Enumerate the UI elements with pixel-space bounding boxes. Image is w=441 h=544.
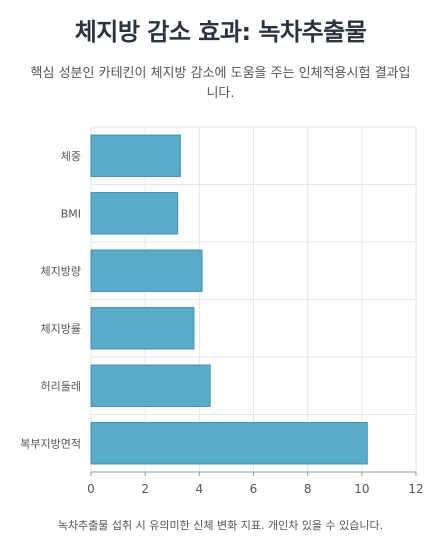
bar [90,134,181,177]
bar [90,422,368,465]
chart-title: 체지방 감소 효과: 녹차추출물 [74,18,367,46]
x-tick-label: 6 [250,482,258,496]
y-tick-label: 허리둘레 [41,380,81,393]
bar [90,192,179,235]
y-tick-label: 체지방량 [41,265,81,278]
y-tick-label: 체중 [61,150,81,163]
bar [90,364,211,407]
bar [90,249,203,292]
x-tick-label: 4 [196,482,204,496]
x-tick-label: 10 [354,482,369,496]
bar [90,307,195,350]
chart-subtitle: 핵심 성분인 카테킨이 체지방 감소에 도움을 주는 인체적용시험 결과입니다. [30,66,411,101]
x-tick-label: 2 [141,482,149,496]
y-tick-label: 복부지방면적 [20,437,81,450]
x-tick-label: 0 [87,482,95,496]
y-tick-label: BMI [61,207,81,220]
x-tick-label: 12 [408,482,423,496]
x-tick-label: 8 [304,482,312,496]
y-tick-label: 체지방률 [41,322,81,335]
chart-footnote: 녹차추출물 섭취 시 유의미한 신체 변화 지표. 개인차 있을 수 있습니다. [57,519,384,532]
